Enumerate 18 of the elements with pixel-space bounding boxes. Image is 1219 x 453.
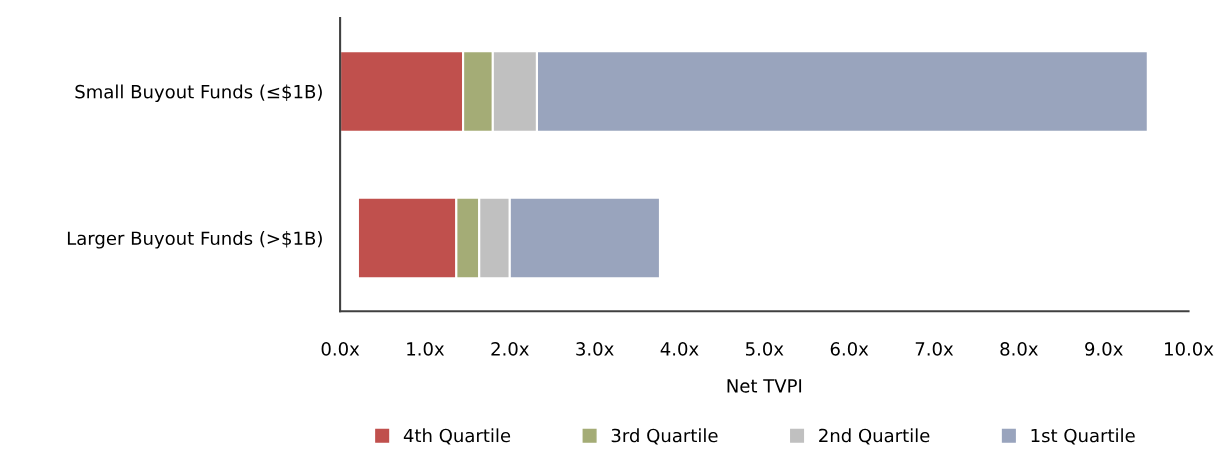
x-tick-label: 5.0x xyxy=(746,342,784,356)
x-tick-label: 4.0x xyxy=(660,342,699,356)
legend-label: 4th Quartile xyxy=(403,428,511,445)
x-tick-label: 6.0x xyxy=(830,342,869,356)
x-axis-title: Net TVPI xyxy=(727,379,802,393)
x-tick-label: 8.0x xyxy=(1000,342,1038,356)
y-tick-label: Larger Buyout Funds (>$1B) xyxy=(67,231,322,249)
legend-label: 1st Quartile xyxy=(1031,428,1135,445)
x-tick-label: 10.0x xyxy=(1165,342,1214,356)
x-tick-label: 9.0x xyxy=(1085,342,1123,356)
y-tick-label: Small Buyout Funds (≤$1B) xyxy=(75,84,322,103)
legend-label: 2nd Quartile xyxy=(819,428,930,445)
x-tick-label: 3.0x xyxy=(576,342,614,356)
legend-label: 3rd Quartile xyxy=(611,428,718,445)
x-tick-label: 7.0x xyxy=(915,342,954,356)
x-tick-label: 1.0x xyxy=(407,342,445,356)
x-tick-label: 2.0x xyxy=(491,342,529,356)
x-tick-label: 0.0x xyxy=(321,342,360,356)
